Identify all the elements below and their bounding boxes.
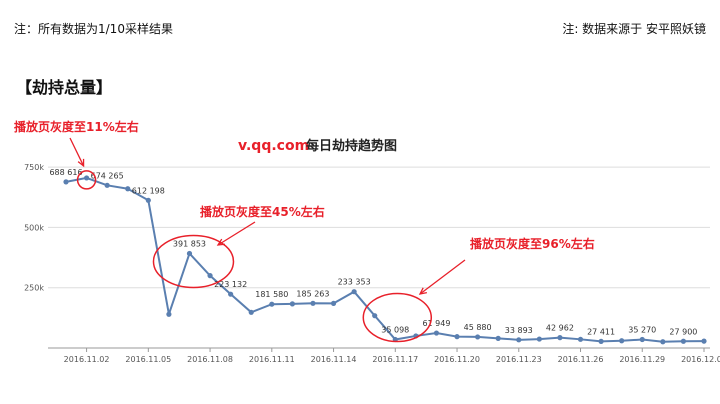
chart-title-site: v.qq.com [238, 138, 309, 154]
data-label: 33 893 [505, 326, 533, 335]
data-point [536, 336, 542, 342]
data-point [207, 273, 213, 279]
x-tick-label: 2016.11.26 [558, 355, 604, 364]
data-point [248, 309, 254, 315]
data-point [125, 186, 131, 192]
data-point [619, 338, 625, 344]
annotation-ellipse [76, 170, 97, 190]
data-point [83, 175, 90, 181]
annotation-ellipse [152, 234, 235, 289]
data-point [330, 300, 337, 306]
y-tick-label: 250k [24, 284, 44, 293]
data-label: 42 962 [546, 324, 574, 333]
x-tick-label: 2016.11.17 [372, 355, 418, 364]
data-label: 27 411 [587, 327, 615, 336]
y-tick-label: 500k [24, 223, 44, 232]
data-point [577, 336, 584, 342]
data-label: 61 949 [422, 319, 450, 328]
annotation-arrow-line [69, 137, 85, 167]
data-point [639, 336, 645, 343]
sampling-note: 注：所有数据为1/10采样结果 [14, 22, 173, 36]
data-label: 185 263 [296, 289, 329, 298]
data-point [63, 179, 69, 185]
data-label: 35 270 [628, 325, 656, 334]
data-label: 181 580 [255, 290, 288, 299]
data-point [680, 338, 687, 344]
data-label: 391 853 [173, 239, 206, 248]
x-tick-label: 2016.12.02 [681, 355, 720, 364]
grid-layer [48, 166, 710, 289]
data-point [454, 334, 460, 340]
data-point [351, 289, 357, 295]
line-layer [65, 176, 705, 343]
data-label: 688 616 [49, 168, 82, 177]
data-label: 612 198 [132, 186, 165, 195]
data-point [269, 301, 275, 307]
annotation-text: 播放页灰度至45%左右 [200, 204, 325, 219]
data-label: 35 098 [381, 326, 409, 335]
x-tick-label: 2016.11.02 [64, 355, 110, 364]
data-point [475, 334, 481, 340]
data-label: 233 353 [338, 278, 371, 287]
data-point [516, 337, 522, 343]
data-label: 27 900 [669, 327, 697, 336]
y-tick-label: 750k [24, 163, 44, 172]
annotation-arrowhead [418, 287, 427, 295]
x-tick-label: 2016.11.29 [619, 355, 665, 364]
data-point [145, 197, 151, 203]
data-point [310, 300, 316, 306]
data-point [495, 335, 501, 341]
data-point [557, 335, 563, 341]
x-tick-label: 2016.11.05 [125, 355, 171, 364]
data-point [372, 313, 378, 319]
data-label: 223 132 [214, 280, 247, 289]
data-label: 45 880 [464, 323, 492, 332]
data-point [228, 291, 234, 297]
annotation-text: 播放页灰度至96%左右 [470, 236, 595, 251]
annotation-arrow-line [419, 259, 466, 295]
label-layer: 688 616 674 265 612 198 391 853 223 132 181 5… [49, 168, 697, 337]
data-point [186, 250, 193, 257]
axis-layer: 250k 500k 750k 2016.11.02 2016.11.05 2016.11.… [24, 163, 720, 364]
chart-title: 每日劫持趋势图 [306, 138, 397, 154]
x-tick-label: 2016.11.20 [434, 355, 480, 364]
data-point [433, 330, 440, 336]
data-point [104, 182, 110, 188]
x-tick-label: 2016.11.08 [187, 355, 233, 364]
series-line [65, 176, 705, 343]
section-title: 【劫持总量】 [16, 78, 113, 97]
annotation-arrow-line [217, 221, 256, 246]
x-tick-label: 2016.11.23 [496, 355, 542, 364]
point-layer [63, 175, 707, 345]
data-label: 674 265 [91, 171, 124, 180]
data-point [166, 311, 172, 317]
data-point [289, 301, 295, 307]
data-point [660, 339, 666, 345]
data-point [701, 338, 707, 344]
data-point [598, 338, 604, 344]
annotation-arrowhead [216, 238, 226, 246]
annotation-text: 播放页灰度至11%左右 [14, 119, 139, 134]
x-tick-label: 2016.11.14 [311, 355, 357, 364]
data-source-note: 注: 数据来源于 安平照妖镜 [562, 22, 706, 36]
annotation-arrowhead [77, 158, 85, 168]
annotation-ellipse [362, 292, 433, 343]
x-tick-label: 2016.11.11 [249, 355, 295, 364]
